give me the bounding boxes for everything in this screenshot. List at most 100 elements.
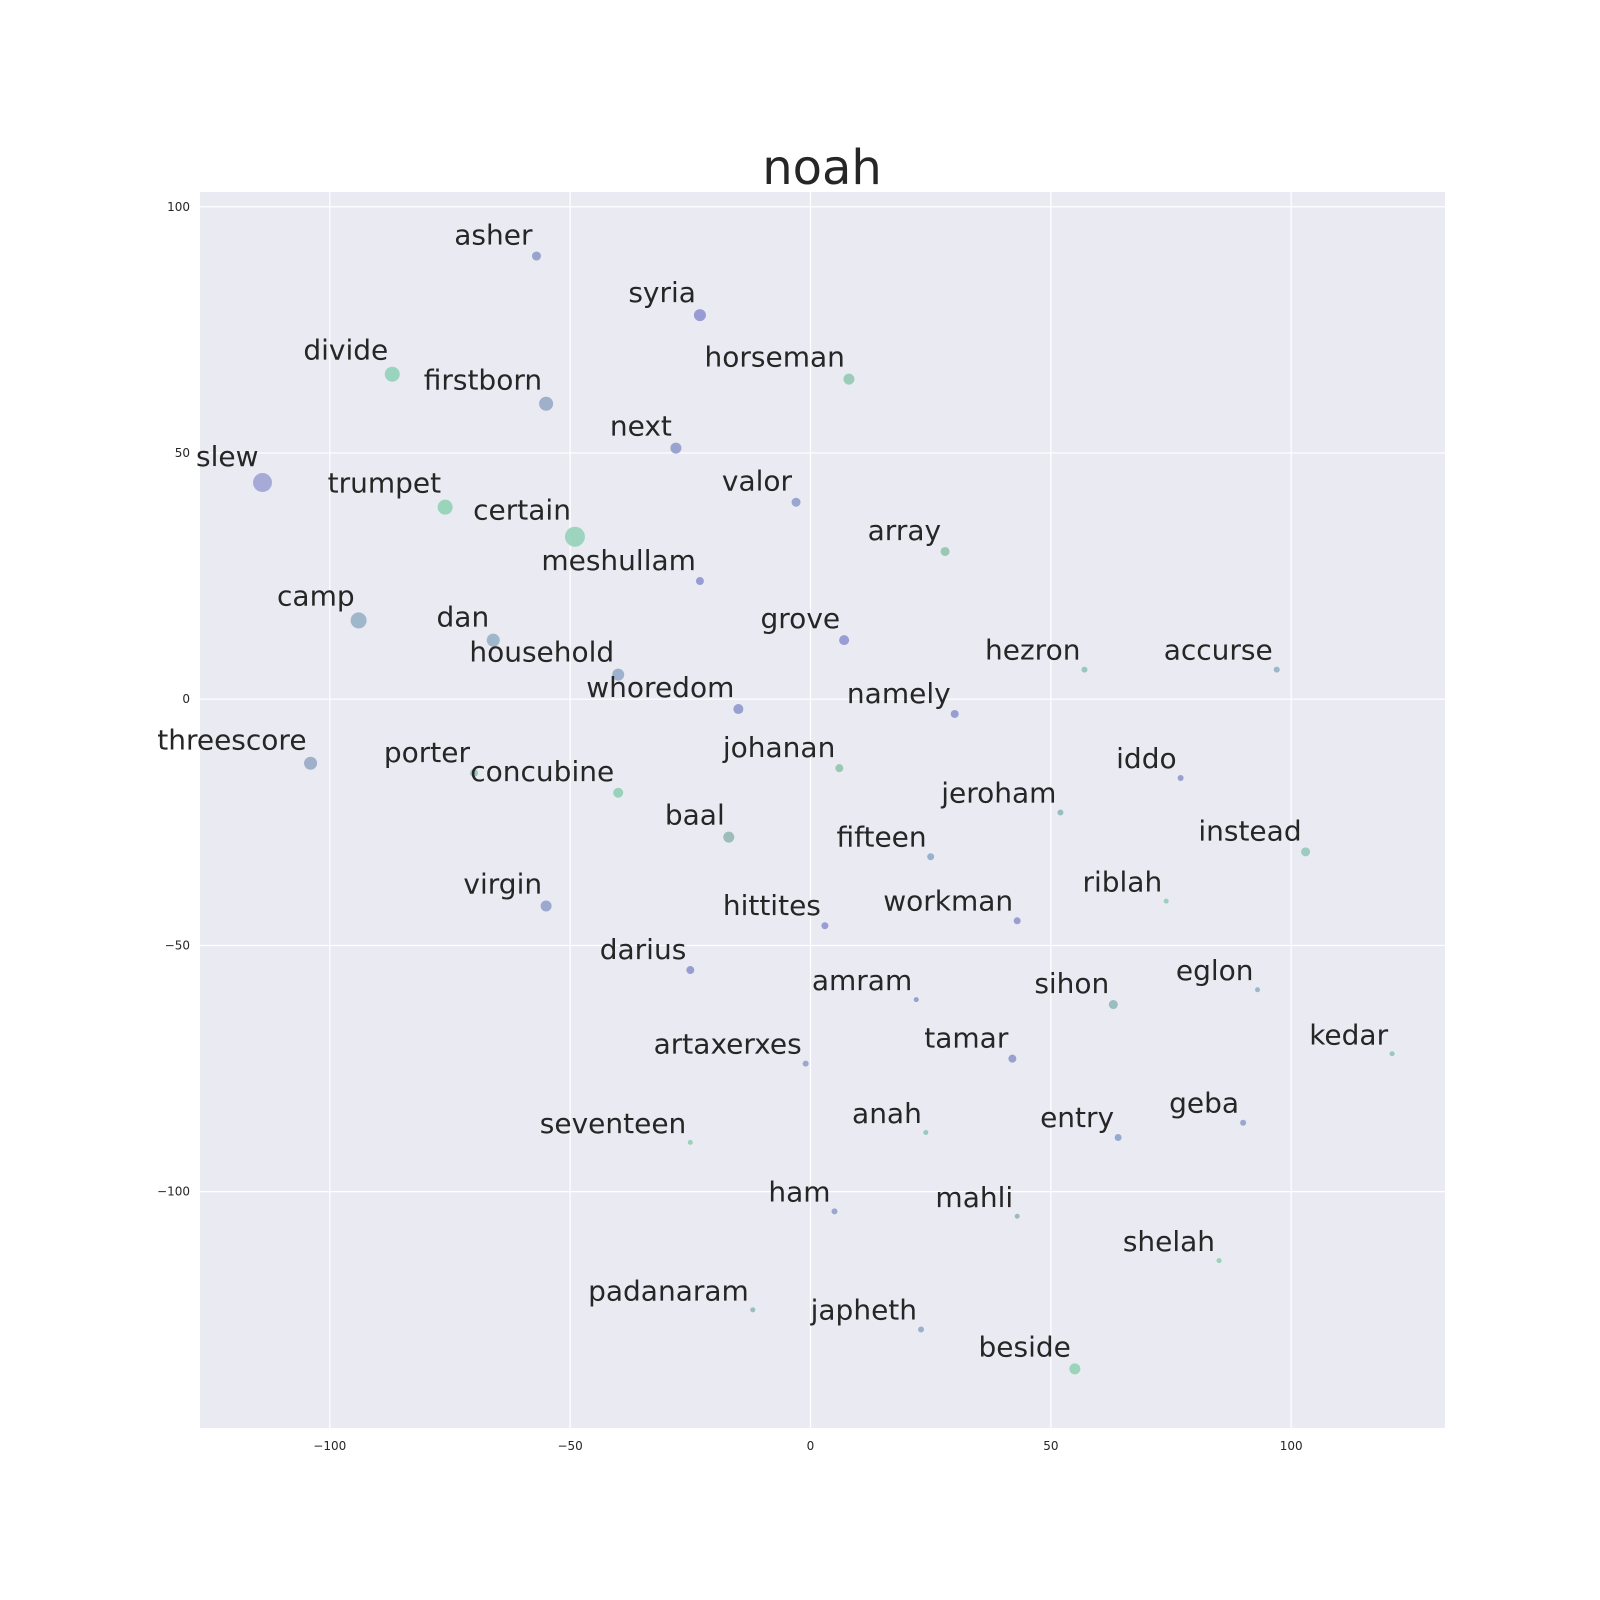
data-point-mahli — [1014, 1213, 1020, 1219]
point-label-concubine: concubine — [470, 755, 614, 788]
data-point-artaxerxes — [802, 1060, 809, 1067]
x-tick-label: 100 — [1280, 1439, 1303, 1453]
point-label-whoredom: whoredom — [586, 671, 734, 704]
point-label-divide: divide — [303, 334, 388, 367]
point-label-horseman: horseman — [705, 341, 845, 374]
data-point-amram — [913, 997, 919, 1003]
data-point-household — [612, 668, 625, 681]
data-point-porter — [469, 769, 478, 778]
data-point-concubine — [613, 787, 624, 798]
point-label-camp: camp — [277, 579, 355, 612]
y-tick-label: 50 — [175, 446, 190, 460]
point-label-array: array — [868, 514, 941, 547]
point-label-johanan: johanan — [722, 731, 835, 764]
data-point-geba — [1240, 1119, 1247, 1126]
data-point-johanan — [835, 764, 844, 773]
point-label-japheth: japheth — [810, 1294, 917, 1327]
data-point-sihon — [1108, 1000, 1118, 1010]
data-point-fifteen — [927, 853, 935, 861]
data-point-shelah — [1216, 1258, 1222, 1264]
point-label-shelah: shelah — [1123, 1225, 1215, 1258]
y-tick-label: 0 — [182, 692, 190, 706]
point-label-threescore: threescore — [157, 724, 306, 757]
data-point-kedar — [1389, 1051, 1395, 1057]
data-points — [252, 251, 1395, 1375]
data-point-instead — [1301, 847, 1311, 857]
point-label-padanaram: padanaram — [588, 1274, 749, 1307]
point-label-next: next — [610, 410, 672, 443]
data-point-anah — [923, 1130, 929, 1136]
data-point-asher — [531, 251, 541, 261]
point-label-virgin: virgin — [463, 868, 542, 901]
point-label-tamar: tamar — [924, 1022, 1009, 1055]
point-label-certain: certain — [473, 494, 571, 527]
data-point-virgin — [540, 900, 552, 912]
point-label-firstborn: firstborn — [424, 364, 542, 397]
data-point-namely — [950, 709, 959, 718]
point-label-entry: entry — [1040, 1101, 1114, 1134]
data-point-baal — [723, 831, 735, 843]
data-point-hittites — [821, 922, 829, 930]
data-point-syria — [693, 309, 706, 322]
data-point-dan — [486, 633, 500, 647]
y-tick-label: −50 — [165, 938, 190, 952]
point-label-geba: geba — [1169, 1087, 1239, 1120]
point-label-darius: darius — [600, 933, 687, 966]
point-label-meshullam: meshullam — [541, 544, 696, 577]
x-tick-label: 50 — [1043, 1439, 1058, 1453]
data-point-horseman — [843, 373, 855, 385]
point-label-artaxerxes: artaxerxes — [654, 1028, 802, 1061]
x-tick-labels: −100 −50 0 50 100 — [313, 1439, 1302, 1453]
data-point-slew — [252, 473, 272, 493]
point-label-ham: ham — [768, 1175, 830, 1208]
data-point-jeroham — [1057, 809, 1064, 816]
data-point-darius — [686, 966, 695, 975]
y-tick-label: −100 — [157, 1185, 190, 1199]
point-label-sihon: sihon — [1034, 967, 1109, 1000]
point-label-fifteen: fifteen — [836, 820, 926, 853]
point-label-eglon: eglon — [1176, 954, 1254, 987]
point-label-porter: porter — [384, 736, 471, 769]
data-point-array — [940, 546, 950, 556]
data-point-grove — [839, 635, 850, 646]
data-point-riblah — [1163, 898, 1169, 904]
point-label-amram: amram — [812, 964, 912, 997]
data-point-threescore — [304, 756, 318, 770]
data-point-valor — [791, 497, 801, 507]
x-tick-label: −100 — [313, 1439, 346, 1453]
data-point-firstborn — [539, 396, 554, 411]
data-point-beside — [1069, 1363, 1081, 1375]
data-point-workman — [1013, 917, 1021, 925]
x-tick-label: 0 — [807, 1439, 815, 1453]
point-label-hittites: hittites — [723, 889, 821, 922]
data-point-entry — [1114, 1133, 1122, 1141]
grid-lines — [200, 192, 1445, 1428]
data-point-divide — [384, 366, 400, 382]
data-point-padanaram — [750, 1307, 756, 1313]
point-label-seventeen: seventeen — [540, 1107, 687, 1140]
point-label-anah: anah — [852, 1097, 922, 1130]
data-point-next — [670, 442, 682, 454]
point-label-syria: syria — [628, 276, 696, 309]
point-label-jeroham: jeroham — [940, 776, 1056, 809]
point-label-accurse: accurse — [1164, 634, 1273, 667]
data-point-hezron — [1081, 666, 1088, 673]
point-label-instead: instead — [1198, 814, 1301, 847]
point-label-baal: baal — [665, 799, 725, 832]
y-tick-labels: 100 50 0 −50 −100 — [157, 200, 190, 1199]
x-tick-label: −50 — [557, 1439, 582, 1453]
data-point-eglon — [1255, 987, 1261, 993]
point-label-beside: beside — [978, 1330, 1070, 1363]
point-label-riblah: riblah — [1082, 866, 1162, 899]
plot-background — [200, 192, 1445, 1428]
point-label-mahli: mahli — [935, 1181, 1013, 1214]
point-label-iddo: iddo — [1116, 742, 1176, 775]
data-point-camp — [350, 612, 367, 629]
data-point-meshullam — [695, 577, 704, 586]
point-label-asher: asher — [454, 219, 533, 252]
chart-title: noah — [762, 140, 882, 196]
data-point-iddo — [1177, 774, 1184, 781]
y-tick-label: 100 — [167, 200, 190, 214]
data-point-whoredom — [733, 704, 744, 715]
